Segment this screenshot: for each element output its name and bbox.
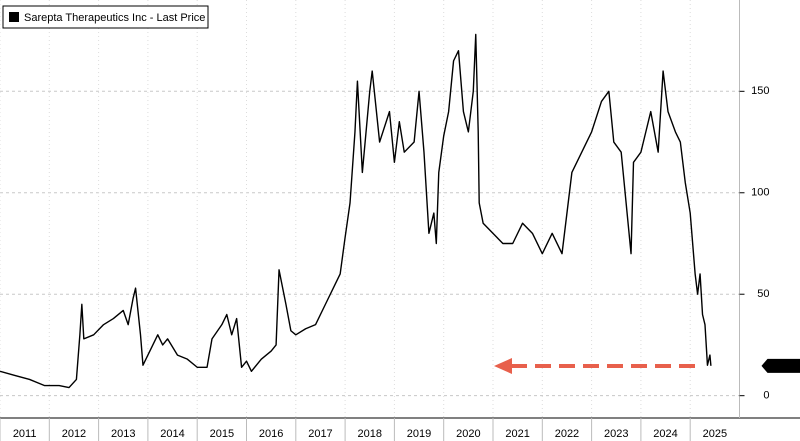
- arrow-annotation: [494, 358, 695, 374]
- x-tick-label: 2021: [505, 428, 529, 440]
- x-tick-label: 2020: [456, 428, 480, 440]
- x-tick-label: 2011: [13, 428, 37, 440]
- y-tick-label: 50: [757, 288, 769, 300]
- x-tick-label: 2017: [308, 428, 332, 440]
- x-tick-label: 2018: [358, 428, 382, 440]
- x-tick-label: 2014: [160, 428, 184, 440]
- arrow-head: [494, 358, 512, 374]
- legend: Sarepta Therapeutics Inc - Last Price: [2, 5, 209, 29]
- x-tick-label: 2023: [604, 428, 628, 440]
- y-tick-label: 0: [763, 390, 769, 402]
- y-tick-label: 150: [751, 85, 769, 97]
- legend-label: Sarepta Therapeutics Inc - Last Price: [24, 12, 205, 24]
- last-price-tag: [761, 358, 800, 373]
- x-tick-label: 2015: [210, 428, 234, 440]
- x-tick-label: 2016: [259, 428, 283, 440]
- x-tick-label: 2022: [555, 428, 579, 440]
- x-tick-label: 2013: [111, 428, 135, 440]
- legend-swatch: [9, 12, 19, 22]
- y-tick-label: 100: [751, 187, 769, 199]
- last-price-label: 14.695: [770, 360, 800, 372]
- plot: 14.695: [0, 33, 800, 389]
- price-line: [0, 33, 712, 389]
- legend-box: [2, 5, 209, 29]
- x-tick-label: 2024: [653, 428, 677, 440]
- x-tick-label: 2025: [703, 428, 727, 440]
- x-tick-label: 2012: [62, 428, 86, 440]
- x-tick-label: 2019: [407, 428, 431, 440]
